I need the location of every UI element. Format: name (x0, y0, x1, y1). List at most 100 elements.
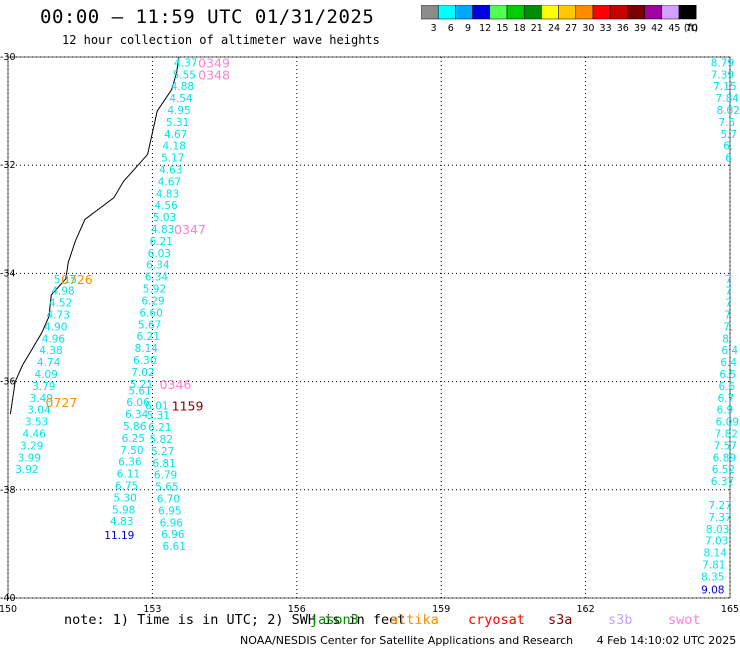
wave-height-value: 8.35 (701, 571, 724, 583)
wave-height-value: 5.17 (161, 153, 184, 165)
pass-time-label: 0347 (174, 222, 206, 237)
wave-height-value: 9.08 (701, 584, 724, 596)
wave-height-value: 5.30 (113, 492, 136, 504)
pass-time-label: 0348 (198, 67, 230, 82)
wave-height-value: 6.81 (152, 458, 175, 470)
wave-height-value: 6.75 (115, 480, 138, 492)
legend-jason3: jason3 (310, 612, 359, 628)
wave-height-colorbar: 3 6 9 12 15 18 21 24 27 30 33 36 39 42 45 70(ft) (421, 5, 698, 33)
pass-time-label: 0726 (61, 272, 93, 287)
wave-height-value: 7.15 (713, 81, 736, 93)
wave-height-value: 8.02 (717, 105, 740, 117)
wave-height-value: 3.49 (30, 393, 53, 405)
wave-height-value: 4.18 (163, 141, 186, 153)
wave-height-value: 7.84 (716, 93, 740, 105)
colorbar-unit: (ft) (684, 23, 698, 33)
wave-height-value: 5.31 (166, 117, 189, 129)
wave-height-value: 6.29 (141, 295, 164, 307)
wave-height-value: 7.82 (715, 429, 738, 441)
wave-height-value: 7.02 (131, 367, 154, 379)
wave-height-value: 4.54 (169, 93, 193, 105)
colorbar-tick-label: 24 (548, 23, 560, 33)
colorbar-tick-label: 33 (600, 23, 612, 33)
wave-height-value: 4.63 (159, 165, 182, 177)
wave-height-value: 5.31 (147, 410, 170, 422)
wave-height-value: 6.21 (150, 236, 173, 248)
wave-height-value: 6.4 (720, 357, 737, 369)
legend-swot: swot (668, 612, 701, 628)
wave-height-value: 6.06 (126, 397, 150, 409)
latitude-tick-label: -40 (0, 593, 16, 604)
wave-height-value: 6.37 (711, 476, 734, 488)
wave-height-value: 6.34 (146, 260, 170, 272)
wave-height-value: 7.50 (120, 445, 143, 457)
wave-height-value: 5.7 (720, 129, 737, 141)
wave-height-value: 7 (725, 298, 732, 310)
note-text: note: 1) Time is in UTC; 2) SWH is in fe… (64, 612, 406, 628)
longitude-tick-label: 156 (288, 604, 306, 615)
wave-height-value: 5.03 (153, 212, 176, 224)
wave-height-value: 4.96 (42, 333, 66, 345)
longitude-tick-label: 162 (577, 604, 595, 615)
wave-height-value: 6.70 (157, 493, 180, 505)
pass-time-label: 1159 (172, 398, 204, 413)
wave-height-value: 4.83 (110, 516, 133, 528)
wave-height-value: 4.83 (151, 224, 174, 236)
wave-height-value: 7.5 (718, 117, 735, 129)
wave-height-value: 8.03 (706, 524, 729, 536)
wave-height-value: 6.5 (719, 369, 736, 381)
wave-height-value: 7. (723, 321, 733, 333)
colorbar-tick-label: 12 (479, 23, 491, 33)
wave-height-value: 4.67 (158, 176, 181, 188)
longitude-tick-label: 159 (432, 604, 450, 615)
wave-height-value: 4.52 (49, 298, 72, 310)
wave-height-value: 4.46 (22, 429, 46, 441)
wave-height-value: 7.27 (708, 500, 731, 512)
wave-height-value: 6.61 (163, 541, 186, 553)
wave-height-value: 6.30 (133, 355, 156, 367)
wave-height-value: 4.83 (156, 188, 179, 200)
wave-height-value: 6.95 (158, 505, 181, 517)
wave-height-value: 6.11 (117, 469, 140, 481)
footnote: note: 1) Time is in UTC; 2) SWH is in fe… (64, 612, 405, 628)
longitude-tick-label: 165 (721, 604, 739, 615)
wave-height-value: 7.57 (714, 440, 737, 452)
legend-cryosat: cryosat (468, 612, 525, 628)
wave-height-value: 5.86 (123, 421, 147, 433)
wave-height-value: 3.29 (20, 440, 43, 452)
colorbar-swatch (678, 5, 697, 20)
map-title: 00:00 – 11:59 UTC 01/31/2025 (40, 6, 375, 28)
wave-height-value: 5.65 (155, 482, 178, 494)
wave-height-value: 4.88 (171, 81, 194, 93)
credit-line: NOAA/NESDIS Center for Satellite Applica… (240, 634, 736, 647)
wave-height-value: 4.74 (37, 357, 61, 369)
wave-height-value: 4.90 (44, 321, 67, 333)
wave-height-value: 3.99 (18, 452, 41, 464)
wave-height-value: 6.89 (713, 452, 736, 464)
wave-height-value: 5.27 (151, 446, 174, 458)
wave-height-value: 5.21 (130, 379, 153, 391)
wave-height-value: 8.79 (711, 57, 734, 69)
pass-time-label: 0727 (46, 395, 78, 410)
wave-height-value: 6.01 (145, 400, 168, 412)
colorbar-tick-label: 27 (565, 23, 577, 33)
wave-height-value: 4.56 (154, 200, 178, 212)
colorbar-tick-label: 36 (617, 23, 629, 33)
wave-height-value: 6.21 (137, 331, 160, 343)
wave-height-value: 7.37 (708, 512, 731, 524)
longitude-tick-label: 153 (143, 604, 161, 615)
colorbar-tick-label: 3 (431, 23, 437, 33)
wave-height-value: 4.73 (47, 310, 70, 322)
wave-height-value: 7 (725, 286, 732, 298)
colorbar-tick-label: 30 (582, 23, 594, 33)
wave-height-value: 5.61 (128, 385, 151, 397)
wave-height-value: 4.67 (164, 129, 187, 141)
credit-text: NOAA/NESDIS Center for Satellite Applica… (240, 634, 574, 647)
generated-timestamp: 4 Feb 14:10:02 UTC 2025 (596, 634, 737, 647)
wave-height-value: 4.98 (51, 286, 74, 298)
longitude-tick-label: 150 (0, 604, 17, 615)
wave-height-value: 6.9 (717, 405, 734, 417)
wave-height-value: 3.53 (25, 417, 48, 429)
colorbar-tick-label: 21 (531, 23, 543, 33)
wave-height-value: 5.55 (173, 69, 196, 81)
